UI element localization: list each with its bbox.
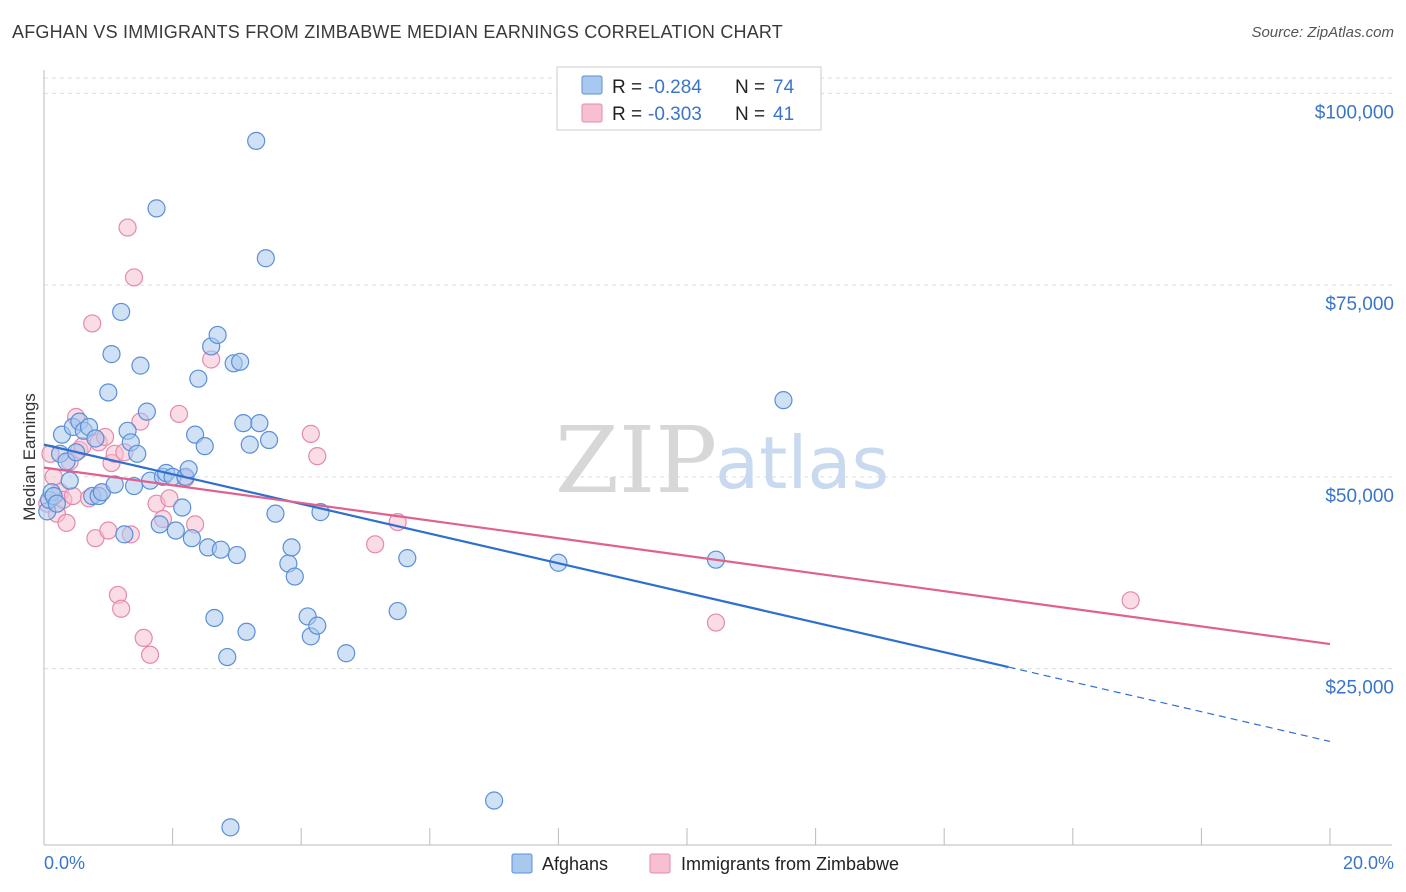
data-point-afghans xyxy=(173,498,192,517)
legend-n-label-afghans: N = xyxy=(735,77,765,98)
data-point-afghans xyxy=(388,601,407,621)
data-point-afghans xyxy=(105,475,124,494)
data-point-afghans xyxy=(137,402,156,421)
data-point-zimbabwe xyxy=(301,424,320,443)
data-point-afghans xyxy=(485,791,504,810)
data-point-afghans xyxy=(115,525,134,544)
trend-line-afghans xyxy=(43,443,1009,669)
legend-n-value-zimbabwe: 41 xyxy=(773,104,794,125)
bottom-legend-swatch-afghans xyxy=(511,853,533,874)
trend-line-afghans-extrapolated xyxy=(1008,666,1331,743)
data-point-afghans xyxy=(221,818,240,837)
trend-lines xyxy=(43,443,1331,743)
x-tick-label-min: 0.0% xyxy=(44,853,85,873)
data-point-afghans xyxy=(337,644,356,663)
series-legend: Afghans Immigrants from Zimbabwe xyxy=(511,853,899,874)
y-tick-label: $100,000 xyxy=(1315,102,1394,123)
x-tick-label-max: 20.0% xyxy=(1343,853,1394,873)
data-point-afghans xyxy=(234,414,253,433)
trend-line-zimbabwe xyxy=(43,466,1331,646)
data-point-zimbabwe xyxy=(366,535,385,554)
grid-lines xyxy=(44,77,1392,670)
data-point-afghans xyxy=(150,515,169,534)
legend-n-value-afghans: 74 xyxy=(773,77,795,98)
data-point-zimbabwe xyxy=(112,599,131,618)
data-point-afghans xyxy=(147,199,166,218)
legend-swatch-afghans xyxy=(581,75,603,95)
correlation-legend: R = -0.284 N = 74 R = -0.303 N = 41 xyxy=(556,66,822,131)
data-point-afghans xyxy=(250,414,269,433)
data-point-afghans xyxy=(218,647,237,667)
y-axis-label: Median Earnings xyxy=(20,393,39,521)
watermark-atlas: atlas xyxy=(715,421,889,505)
legend-r-label-zimbabwe: R = xyxy=(612,104,642,125)
data-point-afghans xyxy=(124,476,144,496)
legend-r-label-afghans: R = xyxy=(612,77,642,98)
data-point-afghans xyxy=(774,391,793,410)
data-point-afghans xyxy=(47,494,66,513)
data-point-afghans xyxy=(282,538,301,557)
data-point-zimbabwe xyxy=(63,486,83,506)
x-axis-ticks xyxy=(43,828,1331,845)
data-point-afghans xyxy=(99,383,118,402)
y-tick-label: $75,000 xyxy=(1325,294,1394,315)
legend-swatch-zimbabwe xyxy=(581,103,603,123)
y-tick-labels: $25,000 $50,000 $75,000 $100,000 xyxy=(1315,102,1394,698)
data-point-afghans xyxy=(205,608,224,628)
data-point-zimbabwe xyxy=(99,521,118,540)
data-point-afghans xyxy=(266,504,285,523)
data-point-afghans xyxy=(256,249,275,268)
data-point-afghans xyxy=(398,549,417,568)
data-point-afghans xyxy=(247,131,266,150)
data-point-afghans xyxy=(182,529,201,548)
y-tick-label: $25,000 xyxy=(1325,678,1394,699)
data-point-afghans xyxy=(231,352,250,371)
bottom-legend-afghans: Afghans xyxy=(542,854,608,874)
data-point-zimbabwe xyxy=(706,613,726,632)
data-point-afghans xyxy=(128,444,147,463)
data-point-afghans xyxy=(112,302,131,322)
data-point-zimbabwe xyxy=(308,447,327,466)
data-point-afghans xyxy=(195,437,214,456)
data-point-zimbabwe xyxy=(83,314,102,333)
data-point-afghans xyxy=(86,429,105,448)
data-point-afghans xyxy=(60,471,79,490)
legend-r-value-zimbabwe: -0.303 xyxy=(648,104,702,125)
data-point-afghans xyxy=(259,430,279,450)
chart-title: AFGHAN VS IMMIGRANTS FROM ZIMBABWE MEDIA… xyxy=(12,22,783,42)
data-point-zimbabwe xyxy=(160,489,179,508)
legend-r-value-afghans: -0.284 xyxy=(648,77,702,98)
data-point-zimbabwe xyxy=(57,513,76,532)
data-point-afghans xyxy=(240,435,259,454)
data-point-zimbabwe xyxy=(124,268,144,287)
legend-n-label-zimbabwe: N = xyxy=(735,104,765,125)
watermark-zip: ZIP xyxy=(555,407,717,514)
data-point-afghans xyxy=(208,325,227,345)
data-point-afghans xyxy=(308,616,327,635)
afghans-points xyxy=(38,131,793,837)
data-point-afghans xyxy=(211,540,230,559)
data-point-zimbabwe xyxy=(44,467,63,486)
data-point-afghans xyxy=(131,356,150,375)
data-point-afghans xyxy=(285,567,304,586)
data-point-zimbabwe xyxy=(118,218,137,237)
data-point-afghans xyxy=(227,545,246,565)
data-point-afghans xyxy=(189,369,208,388)
data-point-afghans xyxy=(102,345,121,364)
source-label: Source: ZipAtlas.com xyxy=(1251,24,1394,41)
data-point-zimbabwe xyxy=(169,404,189,424)
data-point-zimbabwe xyxy=(134,628,153,648)
y-tick-label: $50,000 xyxy=(1325,486,1394,507)
data-point-afghans xyxy=(166,521,185,540)
data-point-afghans xyxy=(237,622,256,641)
bottom-legend-zimbabwe: Immigrants from Zimbabwe xyxy=(681,854,899,874)
data-point-zimbabwe xyxy=(1121,591,1140,610)
data-point-afghans xyxy=(179,460,198,479)
bottom-legend-swatch-zimbabwe xyxy=(649,853,671,874)
data-point-zimbabwe xyxy=(140,645,160,664)
